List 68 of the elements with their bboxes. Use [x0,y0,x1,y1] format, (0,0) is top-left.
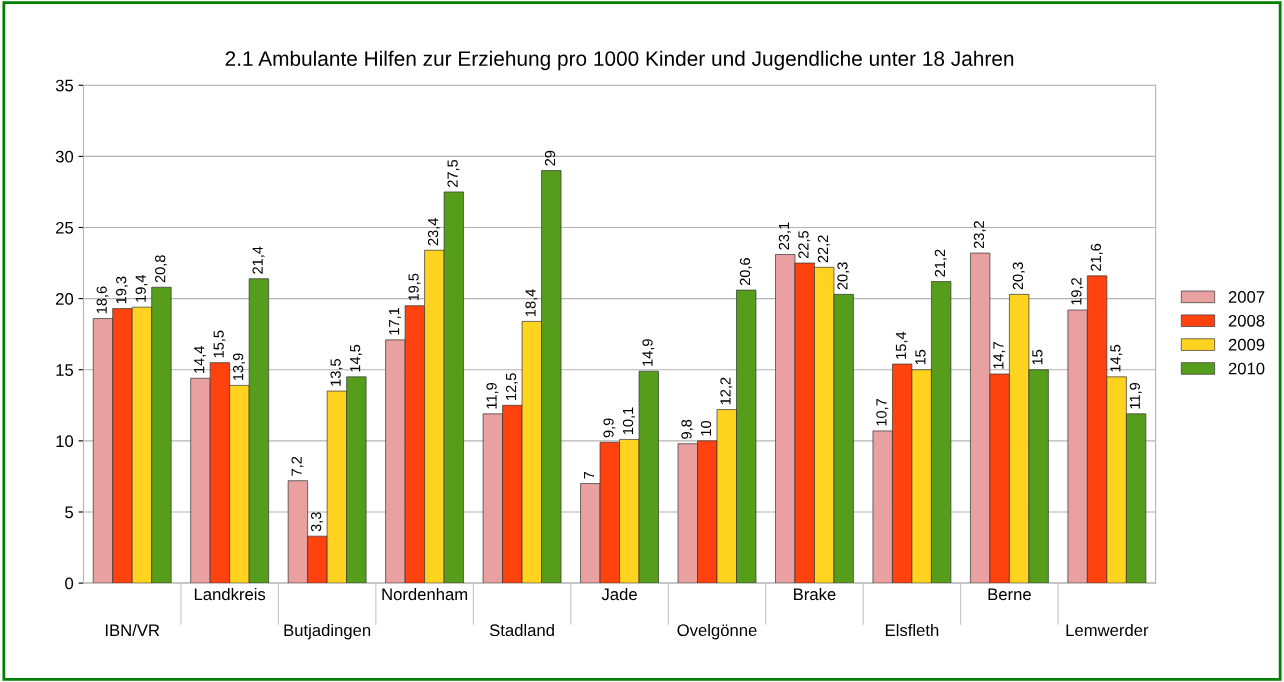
data-label: 12,2 [720,377,733,405]
data-label: 19,4 [135,274,148,302]
y-tick-label: 10 [56,435,74,448]
data-label: 19,3 [116,276,129,304]
legend-label: 2007 [1228,291,1265,303]
data-label: 14,4 [194,346,207,373]
data-label: 21,6 [1090,243,1103,271]
data-label: 23,2 [973,221,986,249]
x-tick-label: Berne [988,588,1031,601]
data-label: 13,5 [330,359,343,386]
y-tick-label: 35 [55,79,74,92]
x-tick-label: IBN/VR [105,623,160,637]
data-label: 12,5 [505,373,518,400]
data-label: 21,2 [934,249,947,277]
x-tick-label: Landkreis [194,587,266,601]
x-tick-label: Stadland [489,623,554,637]
data-label: 15,4 [895,331,908,359]
data-label: 11,9 [486,382,499,409]
y-tick-label: 25 [56,221,74,234]
chart-title: 2.1 Ambulante Hilfen zur Erziehung pro 1000 Kinder und Jugendliche unter 18 Jahren [225,50,1014,71]
data-label: 22,2 [817,235,830,263]
data-label: 20,3 [837,262,850,290]
data-label: 13,9 [233,353,246,381]
y-tick-label: 15 [56,364,74,376]
data-label: 18,4 [525,289,538,316]
data-label: 20,3 [1012,262,1025,290]
data-label: 23,4 [427,218,440,246]
x-tick-label: Ovelgönne [677,623,757,640]
data-label: 9,9 [603,418,616,438]
data-label: 15,5 [213,330,226,358]
data-label: 3,3 [310,512,324,532]
data-label: 21,4 [252,246,265,274]
data-label: 19,2 [1071,278,1084,305]
data-label: 7 [584,471,595,479]
data-label: 7,2 [291,456,304,476]
data-label: 19,5 [408,273,421,301]
data-label: 14,5 [1110,344,1123,372]
data-label: 27,5 [447,159,460,187]
x-tick-label: Brake [794,587,836,601]
y-tick-label: 30 [55,150,74,163]
data-label: 29 [544,150,556,166]
x-tick-label: Elsfleth [885,623,939,637]
data-label: 14,5 [350,344,363,372]
y-tick-label: 20 [56,293,74,305]
x-tick-label: Jade [601,587,637,601]
data-label: 9,8 [681,419,694,439]
y-tick-label: 5 [65,506,74,519]
x-tick-label: Nordenham [382,587,468,601]
x-tick-label: Butjadingen [284,623,371,640]
legend-label: 2008 [1228,314,1265,327]
data-label: 20,8 [155,255,168,283]
x-tick-label: Lemwerder [1066,623,1149,637]
data-label: 18,6 [96,286,109,314]
data-label: 23,1 [778,222,791,250]
data-label: 17,1 [389,307,401,335]
legend-label: 2010 [1228,362,1265,375]
data-label: 15 [915,349,926,365]
data-label: 15 [1032,349,1043,365]
data-label: 20,6 [739,258,752,286]
data-label: 10,7 [876,398,889,426]
data-label: 11,9 [1129,382,1142,409]
data-label: 10,1 [622,407,635,435]
data-label: 10 [700,420,712,436]
legend-label: 2009 [1228,338,1265,351]
data-label: 14,7 [993,342,1006,369]
data-label: 22,5 [798,231,811,259]
y-tick-label: 0 [65,577,74,590]
data-label: 14,9 [642,339,655,366]
